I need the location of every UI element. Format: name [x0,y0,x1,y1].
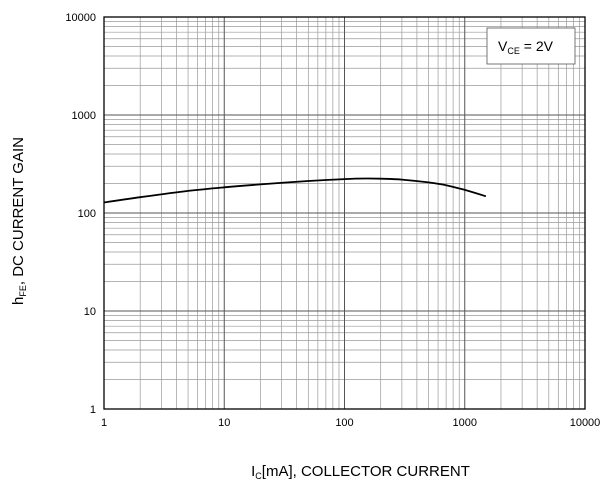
x-tick-label: 1 [101,417,107,429]
x-tick-labels: 1 10 100 1000 10000 [101,417,600,429]
y-tick-label: 10 [84,306,96,318]
x-axis-label: IC[mA], COLLECTOR CURRENT [251,463,470,481]
x-tick-label: 10 [218,417,230,429]
y-tick-label: 10000 [65,12,96,24]
plot-frame [103,16,586,410]
series-line [103,177,487,204]
major-grid [104,17,585,409]
x-tick-label: 10000 [570,417,601,429]
x-tick-label: 1000 [453,417,477,429]
annotation-box [486,27,576,65]
y-tick-label: 1 [90,404,96,416]
x-tick-label: 100 [335,417,353,429]
y-axis-label: hFE, DC CURRENT GAIN [10,137,28,305]
y-tick-label: 100 [78,208,96,220]
y-tick-label: 1000 [72,110,96,122]
annotation-vce: VCE = 2V [498,38,554,56]
y-tick-labels: 1 10 100 1000 10000 [65,12,96,416]
